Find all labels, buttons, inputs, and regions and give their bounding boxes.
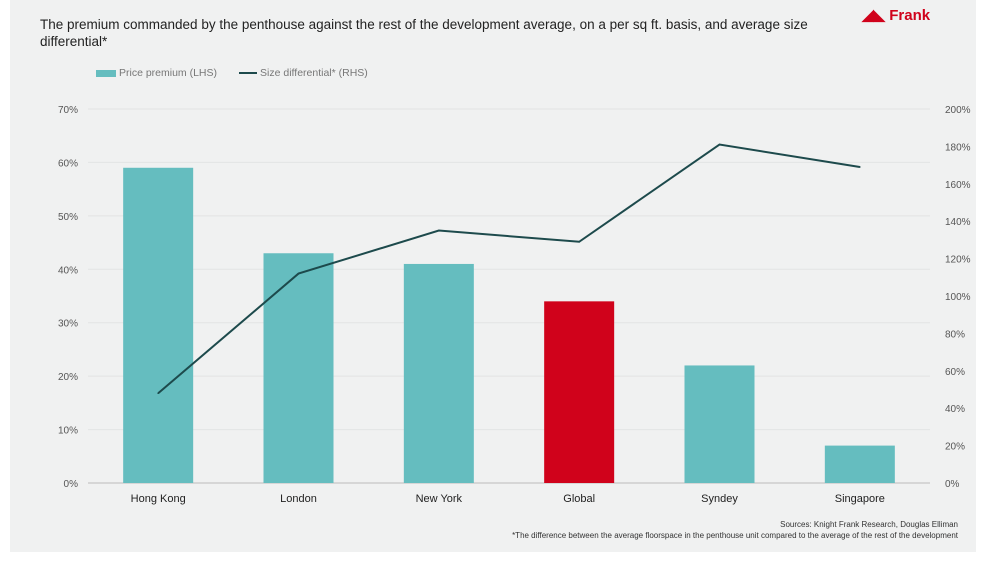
left-tick-label: 30% — [58, 319, 78, 330]
left-tick-label: 20% — [58, 372, 78, 383]
x-tick-label: New York — [416, 493, 463, 505]
left-tick-label: 50% — [58, 212, 78, 223]
right-tick-label: 0% — [945, 479, 960, 490]
right-tick-label: 100% — [945, 292, 971, 303]
footnote-text: *The difference between the average floo… — [512, 531, 958, 540]
right-tick-label: 20% — [945, 442, 965, 453]
bar-singapore — [824, 445, 895, 483]
right-tick-label: 200% — [945, 105, 971, 116]
x-tick-label: London — [280, 493, 317, 505]
right-tick-label: 180% — [945, 142, 971, 153]
right-tick-label: 140% — [945, 217, 971, 228]
line-point — [157, 392, 159, 395]
legend: Price premium (LHS) Size differential* (… — [96, 67, 368, 79]
line-point — [578, 240, 580, 243]
logo: ◢◣ Frank — [862, 7, 931, 24]
x-tick-label: Syndey — [701, 493, 738, 505]
bar-new-york — [403, 263, 474, 483]
right-tick-label: 160% — [945, 180, 971, 191]
sources: Sources: Knight Frank Research, Douglas … — [512, 519, 958, 541]
x-tick-label: Hong Kong — [131, 493, 186, 505]
legend-item-line: Size differential* (RHS) — [239, 67, 368, 79]
legend-swatch-line — [239, 72, 258, 74]
left-tick-label: 0% — [64, 479, 79, 490]
right-tick-label: 80% — [945, 329, 965, 340]
left-tick-label: 40% — [58, 265, 78, 276]
left-tick-label: 70% — [58, 105, 78, 116]
line-point — [297, 272, 300, 275]
x-tick-label: Global — [563, 493, 595, 505]
chart-title: The premium commanded by the penthouse a… — [40, 17, 808, 49]
left-tick-label: 10% — [58, 426, 78, 437]
line-point — [438, 229, 440, 232]
left-tick-label: 60% — [58, 158, 78, 169]
right-tick-label: 120% — [945, 255, 971, 266]
bar-global — [544, 301, 615, 483]
line-point — [718, 143, 721, 146]
size-differential-line — [157, 143, 860, 395]
legend-swatch-bar — [96, 69, 116, 77]
right-tick-label: 60% — [945, 367, 965, 378]
x-tick-label: Singapore — [835, 493, 885, 505]
sources-text: Sources: Knight Frank Research, Douglas … — [780, 520, 958, 529]
bar-syndey — [684, 365, 755, 483]
logo-mark-icon: ◢◣ — [862, 7, 890, 24]
right-tick-label: 40% — [945, 404, 965, 415]
bar-hong-kong — [123, 167, 194, 483]
line-point — [859, 166, 861, 168]
bar-london — [263, 253, 334, 483]
legend-item-bar: Price premium (LHS) — [96, 67, 217, 79]
